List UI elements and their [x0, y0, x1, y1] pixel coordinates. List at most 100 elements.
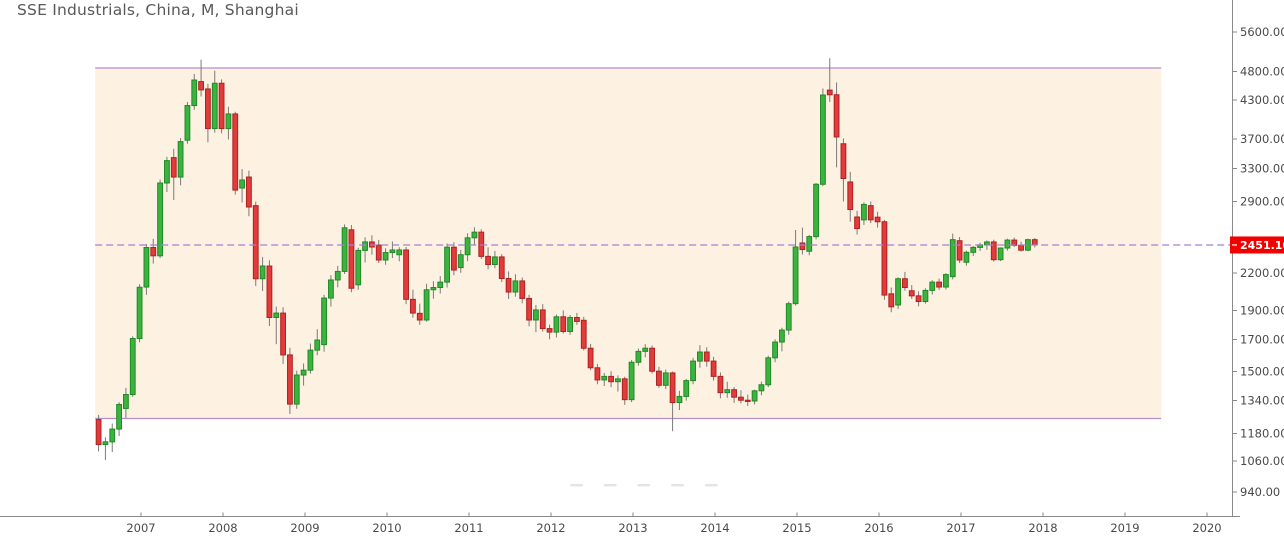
candle-body [274, 313, 279, 317]
candle-body [233, 114, 238, 190]
candle-body [178, 142, 183, 177]
candle-body [923, 290, 928, 301]
candle[interactable] [288, 348, 293, 414]
candle[interactable] [998, 247, 1003, 261]
candle[interactable] [882, 220, 887, 300]
candle-body [732, 390, 737, 397]
candle[interactable] [267, 260, 272, 326]
candle-body [130, 339, 135, 395]
candle-body [281, 313, 286, 355]
candle-body [745, 400, 750, 401]
candle-body [622, 379, 627, 400]
candle[interactable] [499, 254, 504, 282]
candle-body [103, 442, 108, 445]
candle-body [315, 340, 320, 350]
candle-body [165, 161, 170, 183]
candle[interactable] [185, 102, 190, 144]
candle[interactable] [144, 244, 149, 295]
candle[interactable] [342, 224, 347, 274]
candle[interactable] [786, 302, 791, 335]
symbol-title[interactable]: SSE Industrials, China, M, Shanghai [17, 1, 299, 19]
y-axis-label: 1500.00 [1240, 365, 1284, 379]
x-axis-label: 2016 [864, 521, 893, 535]
candle[interactable] [103, 437, 108, 460]
candle[interactable] [950, 234, 955, 280]
candle[interactable] [896, 277, 901, 309]
candle[interactable] [588, 344, 593, 370]
candle-body [301, 370, 306, 375]
candle[interactable] [233, 112, 238, 195]
candle[interactable] [691, 358, 696, 384]
candle-body [691, 361, 696, 381]
candle-body [1032, 240, 1037, 245]
candle[interactable] [581, 317, 586, 351]
candle-body [670, 373, 675, 403]
candle[interactable] [404, 247, 409, 304]
candle[interactable] [96, 415, 101, 452]
watermark-dashes [570, 484, 718, 486]
candle[interactable] [219, 79, 224, 133]
candle-body [657, 371, 662, 385]
candle-body [896, 279, 901, 305]
candle[interactable] [923, 288, 928, 303]
candle[interactable] [766, 356, 771, 387]
watermark-dash [570, 484, 583, 486]
candle[interactable] [814, 183, 819, 239]
x-axis-label: 2017 [946, 521, 975, 535]
candle[interactable] [479, 229, 484, 259]
candle[interactable] [130, 336, 135, 397]
candle-body [117, 404, 122, 429]
candle-body [206, 89, 211, 129]
candle[interactable] [944, 273, 949, 289]
candle[interactable] [452, 242, 457, 275]
price-axis[interactable]: 5600.004800.004300.003700.003300.002900.… [1233, 0, 1284, 517]
candle[interactable] [137, 284, 142, 342]
candle-body [308, 350, 313, 370]
x-axis-label: 2012 [536, 521, 565, 535]
candle-body [916, 296, 921, 302]
candle[interactable] [424, 284, 429, 322]
candle-body [862, 204, 867, 219]
candle[interactable] [821, 88, 826, 186]
candle[interactable] [110, 424, 115, 452]
candle-body [294, 375, 299, 404]
candle-body [431, 288, 436, 290]
candle-body [540, 310, 545, 329]
candle[interactable] [1026, 239, 1031, 252]
candle-body [698, 352, 703, 361]
candle-body [793, 247, 798, 304]
candle-body [417, 313, 422, 320]
watermark-dash [604, 484, 617, 486]
candle-body [124, 395, 129, 409]
candle[interactable] [356, 248, 361, 290]
candle-body [335, 271, 340, 280]
candle[interactable] [629, 360, 634, 402]
candle-body [807, 237, 812, 252]
candle[interactable] [445, 244, 450, 288]
candle[interactable] [568, 315, 573, 335]
candle[interactable] [670, 372, 675, 432]
candle-body [889, 294, 894, 307]
candle-body [725, 390, 730, 393]
candle[interactable] [349, 225, 354, 292]
candle-body [411, 299, 416, 313]
candle-body [944, 275, 949, 287]
candle[interactable] [991, 240, 996, 262]
candle[interactable] [117, 402, 122, 436]
candle[interactable] [158, 179, 163, 258]
candle-body [1019, 245, 1024, 250]
candle[interactable] [253, 202, 258, 286]
candle-body [376, 245, 381, 260]
candle[interactable] [322, 295, 327, 352]
watermark-dash [637, 484, 650, 486]
candle-body [458, 255, 463, 268]
candle[interactable] [294, 371, 299, 409]
candle-body [527, 298, 532, 320]
candle-body [520, 281, 525, 299]
candle-body [506, 279, 511, 293]
candle[interactable] [957, 237, 962, 263]
candle[interactable] [650, 345, 655, 373]
candle-body [185, 106, 190, 141]
